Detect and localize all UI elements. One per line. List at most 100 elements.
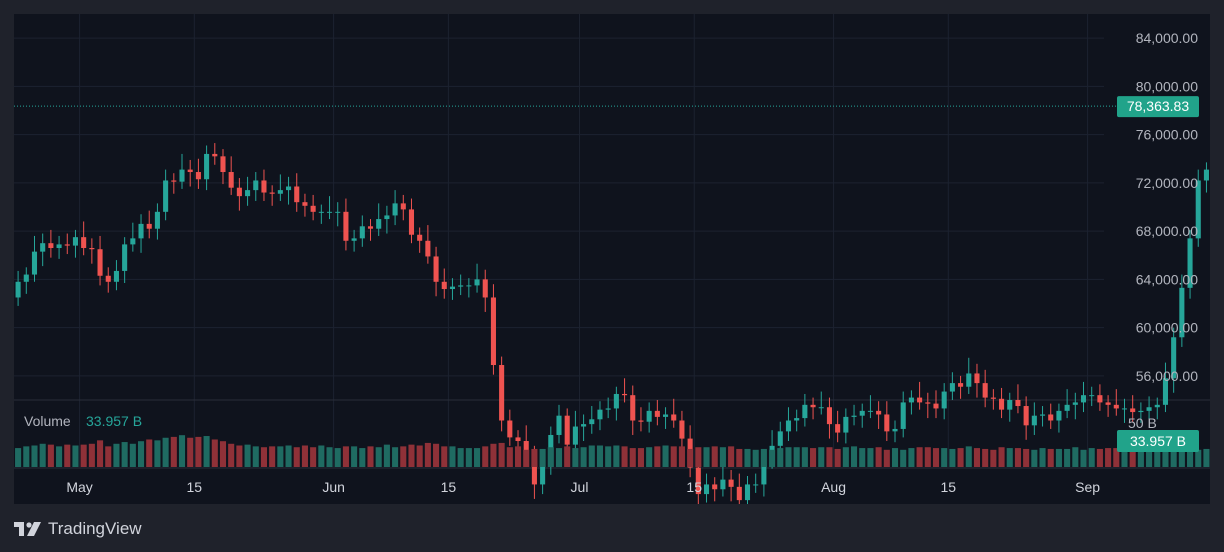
candle-up[interactable] [376, 219, 382, 229]
candle-down[interactable] [212, 153, 218, 157]
candle-up[interactable] [1039, 414, 1046, 416]
candle-up[interactable] [818, 407, 824, 409]
candle-up[interactable] [23, 274, 29, 282]
candle-up[interactable] [761, 461, 767, 485]
candle-up[interactable] [703, 484, 710, 495]
candle-up[interactable] [1179, 287, 1185, 338]
candle-down[interactable] [302, 202, 308, 206]
candle-up[interactable] [1162, 378, 1169, 405]
candle-up[interactable] [966, 373, 972, 387]
candle-up[interactable] [597, 409, 603, 420]
candle-up[interactable] [335, 211, 341, 213]
candle-up[interactable] [1072, 402, 1078, 405]
candle-up[interactable] [646, 410, 652, 422]
candle-up[interactable] [1171, 337, 1177, 379]
candle-down[interactable] [1113, 404, 1119, 409]
candle-down[interactable] [507, 420, 513, 438]
candle-up[interactable] [474, 279, 480, 286]
candle-up[interactable] [802, 404, 808, 419]
candle-down[interactable] [64, 244, 70, 246]
candle-up[interactable] [384, 215, 390, 220]
candle-down[interactable] [990, 397, 996, 399]
candle-down[interactable] [925, 402, 931, 404]
candle-down[interactable] [810, 404, 816, 408]
candle-up[interactable] [1089, 395, 1095, 397]
candle-down[interactable] [679, 420, 685, 439]
candle-up[interactable] [900, 402, 906, 429]
candle-down[interactable] [1130, 408, 1136, 413]
candle-down[interactable] [999, 398, 1005, 410]
candle-up[interactable] [204, 153, 210, 180]
candle-down[interactable] [499, 365, 505, 421]
candle-down[interactable] [367, 226, 374, 229]
candle-down[interactable] [171, 180, 177, 182]
candle-up[interactable] [867, 410, 873, 412]
candle-up[interactable] [720, 479, 726, 490]
candle-down[interactable] [441, 281, 447, 290]
candle-down[interactable] [630, 395, 636, 421]
candle-up[interactable] [179, 169, 185, 182]
candle-down[interactable] [1105, 402, 1111, 405]
candle-down[interactable] [1097, 395, 1103, 403]
candle-up[interactable] [1187, 238, 1193, 288]
candle-up[interactable] [154, 211, 160, 229]
candle-up[interactable] [318, 211, 324, 213]
candle-down[interactable] [884, 414, 890, 432]
candle-up[interactable] [40, 243, 46, 252]
candle-up[interactable] [851, 415, 857, 417]
candle-up[interactable] [245, 190, 251, 197]
candle-down[interactable] [269, 192, 275, 194]
candle-down[interactable] [654, 410, 660, 417]
candle-up[interactable] [908, 397, 914, 403]
candle-up[interactable] [253, 180, 259, 191]
candle-up[interactable] [56, 244, 62, 249]
candle-up[interactable] [1056, 410, 1062, 421]
candle-up[interactable] [277, 190, 283, 194]
candle-up[interactable] [1203, 169, 1209, 181]
candle-up[interactable] [892, 428, 898, 432]
candle-down[interactable] [146, 223, 152, 229]
volume-badge[interactable] [1117, 430, 1199, 452]
candle-down[interactable] [917, 397, 923, 403]
candle-up[interactable] [392, 203, 398, 216]
candle-down[interactable] [622, 393, 628, 396]
candle-down[interactable] [826, 407, 832, 425]
candle-up[interactable] [1154, 404, 1160, 408]
candle-down[interactable] [97, 249, 103, 276]
candle-down[interactable] [531, 455, 537, 485]
candle-down[interactable] [310, 205, 316, 212]
candle-up[interactable] [359, 226, 365, 239]
candle-down[interactable] [671, 414, 677, 421]
candle-up[interactable] [744, 484, 751, 501]
candle-down[interactable] [515, 437, 521, 442]
candle-down[interactable] [490, 297, 496, 366]
candle-down[interactable] [835, 424, 841, 433]
candle-up[interactable] [859, 410, 865, 416]
candle-down[interactable] [105, 275, 111, 282]
candle-up[interactable] [1195, 180, 1201, 239]
candle-down[interactable] [933, 403, 939, 409]
candle-up[interactable] [785, 420, 792, 432]
candle-down[interactable] [236, 187, 242, 197]
tradingview-brand[interactable]: TradingView [14, 517, 142, 541]
candle-down[interactable] [417, 234, 423, 241]
candle-down[interactable] [1023, 406, 1029, 426]
candle-up[interactable] [15, 281, 21, 298]
candle-down[interactable] [482, 279, 488, 298]
candle-up[interactable] [589, 419, 595, 425]
candle-down[interactable] [220, 156, 226, 173]
candle-down[interactable] [433, 256, 439, 282]
candle-up[interactable] [449, 286, 455, 290]
candle-down[interactable] [89, 248, 95, 250]
candle-up[interactable] [72, 237, 79, 246]
candle-down[interactable] [523, 441, 529, 456]
price-chart[interactable]: 84,000.00 80,000.00 76,000.00 72,000.00 68,0… [14, 14, 1224, 511]
candle-up[interactable] [122, 244, 128, 271]
candle-up[interactable] [794, 418, 800, 421]
candle-up[interactable] [1031, 415, 1037, 426]
candle-down[interactable] [343, 211, 349, 241]
candle-down[interactable] [48, 243, 54, 249]
candle-up[interactable] [581, 424, 587, 427]
last-price-badge[interactable] [1117, 96, 1199, 118]
candle-down[interactable] [982, 383, 988, 398]
